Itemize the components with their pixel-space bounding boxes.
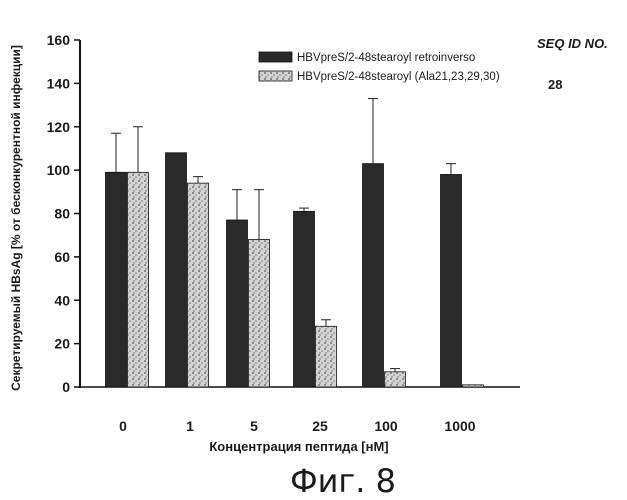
bar-series-2-25 (316, 326, 337, 387)
x-tick-label: 0 (119, 418, 127, 434)
bar-series-1-0 (106, 172, 127, 387)
seq-id-header: SEQ ID NO. (537, 36, 608, 51)
x-tick-label: 5 (250, 418, 258, 434)
legend-label-series-1: HBVpreS/2-48stearoyl retroinverso (297, 52, 475, 64)
bar-series-1-25 (294, 211, 315, 387)
y-tick-label: 20 (54, 336, 70, 352)
x-tick-label: 1 (186, 418, 194, 434)
y-tick-label: 60 (54, 249, 70, 265)
x-ticks: 0 1 5 25 100 1000 (119, 418, 476, 434)
bar-series-2-100 (385, 372, 406, 387)
x-tick-label: 100 (374, 418, 398, 434)
legend: HBVpreS/2-48stearoyl retroinverso HBVpre… (259, 52, 500, 83)
y-tick-label: 0 (62, 379, 70, 395)
bar-series-2-0 (128, 172, 149, 387)
x-tick-label: 1000 (444, 418, 475, 434)
y-tick-label: 140 (47, 75, 71, 91)
y-ticks: 0 20 40 60 80 100 120 140 160 (47, 32, 80, 395)
figure-caption: Фиг. 8 (290, 462, 396, 500)
bars (106, 99, 484, 387)
y-axis-title: Секретируемый HBsAg [% от бесконкурентно… (9, 45, 23, 391)
seq-id-number: 28 (548, 77, 562, 92)
bar-series-2-5 (249, 240, 270, 387)
bar-series-1-5 (227, 220, 248, 387)
bar-series-1-1 (166, 153, 187, 387)
x-axis-title: Концентрация пептида [нМ] (209, 439, 388, 454)
legend-label-series-2: HBVpreS/2-48stearoyl (Ala21,23,29,30) (297, 71, 500, 83)
y-tick-label: 120 (47, 119, 71, 135)
legend-swatch-series-2 (259, 71, 292, 81)
y-tick-label: 40 (54, 292, 70, 308)
bar-series-2-1 (188, 183, 209, 387)
x-tick-label: 25 (312, 418, 328, 434)
bar-series-1-1000 (441, 174, 462, 387)
legend-swatch-series-1 (259, 52, 292, 62)
y-tick-label: 80 (54, 206, 70, 222)
bar-series-1-100 (363, 164, 384, 387)
y-tick-label: 100 (47, 162, 71, 178)
bar-series-2-1000 (463, 385, 484, 387)
y-tick-label: 160 (47, 32, 71, 48)
